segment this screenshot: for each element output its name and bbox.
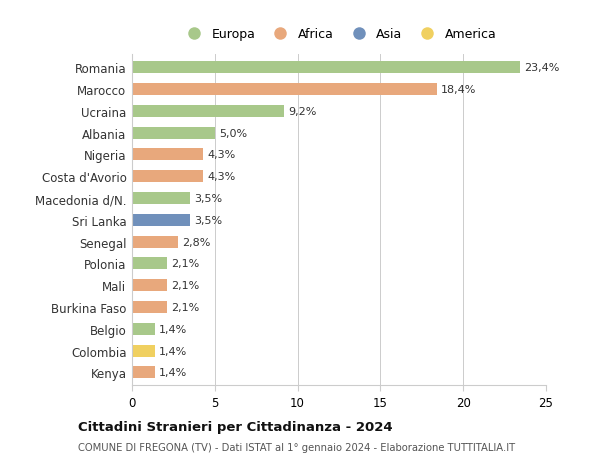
Bar (132, 258, 167, 270)
Legend: Europa, Africa, Asia, America: Europa, Africa, Asia, America (181, 28, 497, 41)
Bar (132, 171, 203, 183)
Text: 5,0%: 5,0% (219, 129, 247, 138)
Bar (132, 323, 155, 335)
Text: 2,8%: 2,8% (182, 237, 211, 247)
Text: 2,1%: 2,1% (171, 280, 199, 291)
Bar (132, 106, 284, 118)
Text: 1,4%: 1,4% (160, 368, 188, 377)
Bar (132, 345, 155, 357)
Text: 3,5%: 3,5% (194, 194, 222, 204)
Text: 23,4%: 23,4% (524, 63, 559, 73)
Text: Cittadini Stranieri per Cittadinanza - 2024: Cittadini Stranieri per Cittadinanza - 2… (78, 420, 392, 433)
Text: 2,1%: 2,1% (171, 302, 199, 312)
Bar (132, 301, 167, 313)
Text: 1,4%: 1,4% (160, 324, 188, 334)
Bar (132, 214, 190, 226)
Bar (132, 367, 155, 379)
Text: 1,4%: 1,4% (160, 346, 188, 356)
Text: 4,3%: 4,3% (208, 150, 236, 160)
Text: 2,1%: 2,1% (171, 259, 199, 269)
Text: COMUNE DI FREGONA (TV) - Dati ISTAT al 1° gennaio 2024 - Elaborazione TUTTITALIA: COMUNE DI FREGONA (TV) - Dati ISTAT al 1… (78, 442, 515, 452)
Bar (132, 62, 520, 74)
Text: 18,4%: 18,4% (441, 85, 476, 95)
Bar (132, 128, 215, 140)
Bar (132, 193, 190, 205)
Bar (132, 236, 178, 248)
Bar (132, 280, 167, 291)
Text: 4,3%: 4,3% (208, 172, 236, 182)
Bar (132, 149, 203, 161)
Bar (132, 84, 437, 96)
Text: 9,2%: 9,2% (289, 106, 317, 117)
Text: 3,5%: 3,5% (194, 215, 222, 225)
